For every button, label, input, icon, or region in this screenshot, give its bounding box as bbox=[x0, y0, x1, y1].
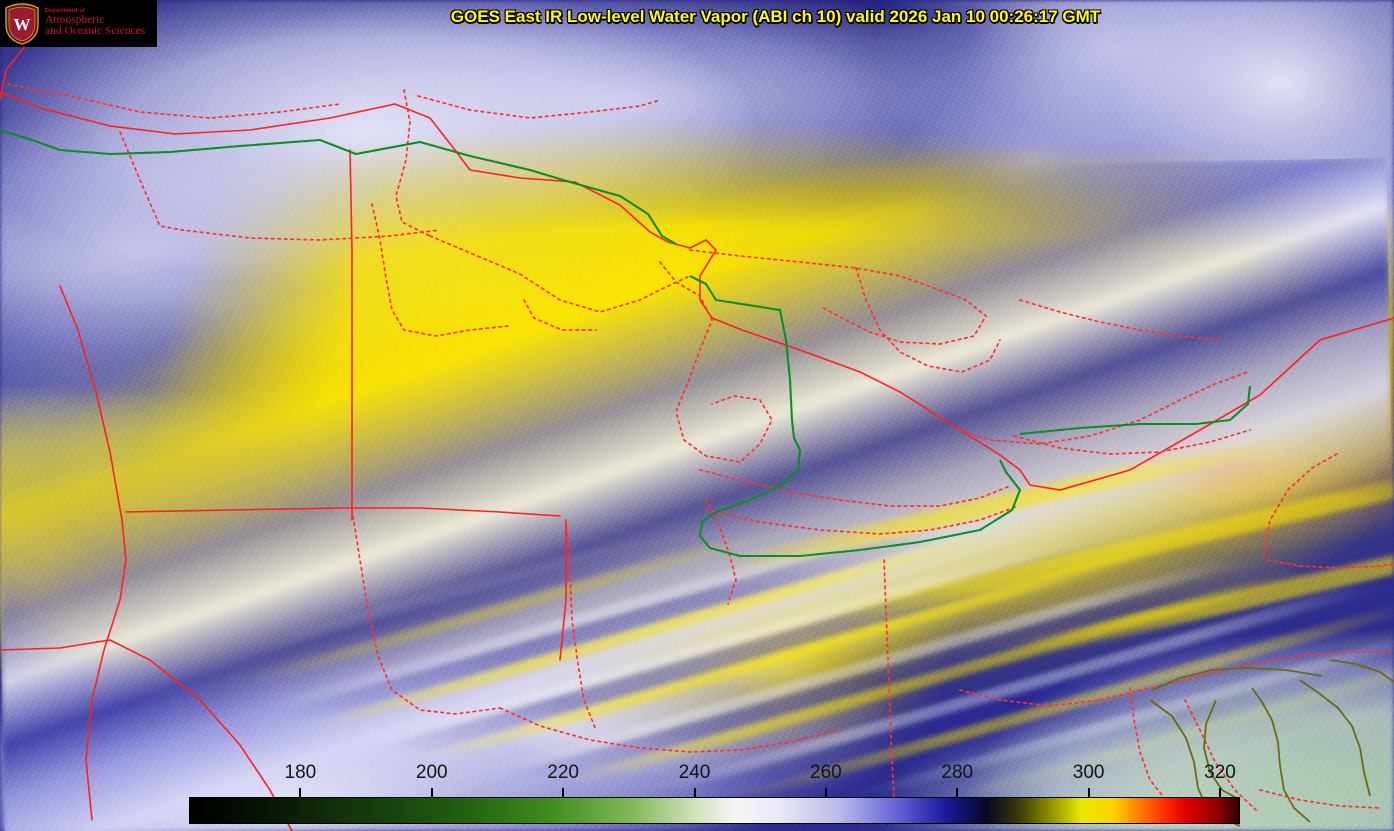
colorbar-tick-180 bbox=[299, 788, 302, 797]
colorbar-tick-marks bbox=[189, 788, 1240, 797]
page-title: GOES East IR Low-level Water Vapor (ABI … bbox=[450, 7, 1101, 26]
colorbar-label-320: 320 bbox=[1204, 762, 1236, 783]
colorbar-tick-300 bbox=[1087, 788, 1090, 797]
colorbar-label-180: 180 bbox=[284, 762, 317, 783]
colorbar-gradient[interactable] bbox=[189, 797, 1240, 824]
colorbar-tick-200 bbox=[430, 788, 433, 797]
colorbar-label-240: 240 bbox=[678, 762, 711, 783]
svg-text:W: W bbox=[14, 15, 31, 34]
colorbar[interactable]: 180 200 220 240 260 280 300 320 bbox=[189, 762, 1240, 824]
colorbar-label-200: 200 bbox=[415, 762, 448, 783]
colorbar-label-300: 300 bbox=[1072, 762, 1105, 783]
colorbar-tick-220 bbox=[562, 788, 565, 797]
uw-aos-logo[interactable]: W Department of Atmospheric and Oceanic … bbox=[0, 0, 157, 47]
uw-crest-icon: W bbox=[5, 2, 39, 45]
colorbar-tick-labels: 180 200 220 240 260 280 300 320 bbox=[189, 762, 1240, 788]
colorbar-tick-240 bbox=[693, 788, 696, 797]
colorbar-tick-260 bbox=[824, 788, 827, 797]
colorbar-label-220: 220 bbox=[547, 762, 579, 783]
colorbar-tick-280 bbox=[956, 788, 959, 797]
logo-name-line-1: Atmospheric bbox=[45, 13, 105, 26]
colorbar-label-260: 260 bbox=[810, 762, 842, 783]
colorbar-tick-320 bbox=[1219, 788, 1222, 797]
logo-department-line: Department of bbox=[45, 7, 85, 14]
logo-name-line-2: and Oceanic Sciences bbox=[45, 25, 146, 38]
colorbar-label-280: 280 bbox=[941, 762, 974, 783]
header-bar: W Department of Atmospheric and Oceanic … bbox=[0, 0, 1394, 47]
